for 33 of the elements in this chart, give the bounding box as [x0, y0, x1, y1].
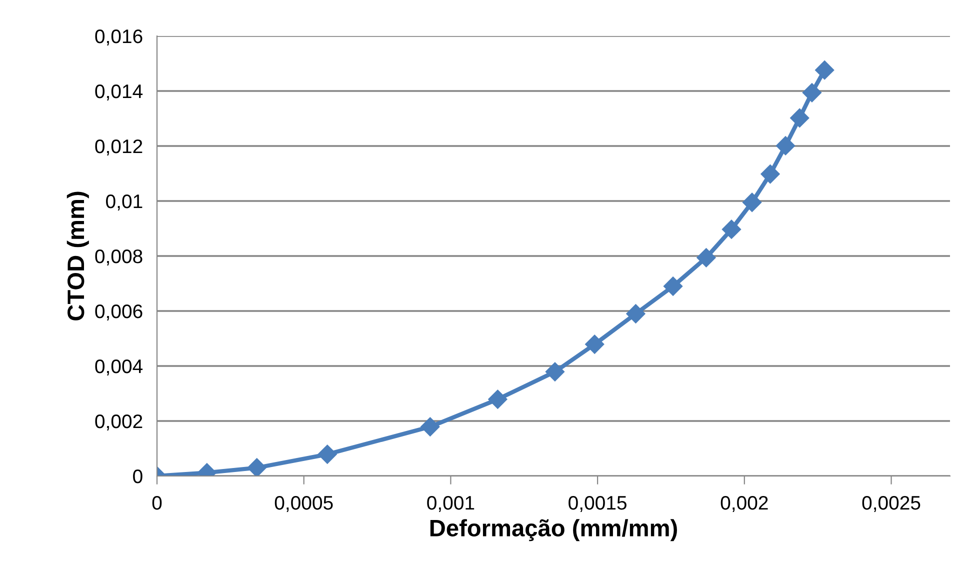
point: [247, 458, 266, 476]
x-tick-label: 0,0015: [568, 496, 626, 512]
point: [488, 390, 508, 409]
point: [664, 276, 683, 296]
point: [318, 444, 337, 464]
y-tick-label: 0,004: [95, 359, 143, 376]
y-tick-label: 0: [133, 469, 142, 484]
point: [815, 60, 834, 80]
point: [790, 108, 810, 128]
x-tick-label: 0,001: [427, 496, 474, 512]
x-axis-title: Deformação (mm/mm): [430, 519, 677, 542]
point: [802, 83, 822, 102]
y-tick-label: 0,016: [95, 29, 142, 46]
x-tick-label: 0: [152, 496, 162, 510]
point: [696, 248, 716, 268]
point: [760, 164, 780, 184]
y-tick-label: 0,002: [95, 414, 142, 431]
y-tick-label: 0,014: [95, 84, 143, 101]
x-tick-label: 0,0005: [274, 496, 333, 512]
point: [420, 417, 440, 436]
y-tick-label: 0,006: [95, 304, 142, 321]
x-tick-label: 0,0025: [862, 496, 920, 512]
point: [545, 362, 564, 382]
point: [585, 334, 604, 354]
point: [742, 192, 762, 212]
y-axis-title: CTOD (mm): [66, 192, 89, 320]
y-tick-label: 0,01: [106, 194, 142, 211]
point: [626, 304, 646, 324]
x-tick-label: 0,002: [720, 496, 768, 512]
point: [722, 220, 742, 239]
point: [776, 136, 796, 156]
y-tick-label: 0,008: [95, 249, 142, 266]
y-tick-label: 0,012: [95, 139, 142, 156]
